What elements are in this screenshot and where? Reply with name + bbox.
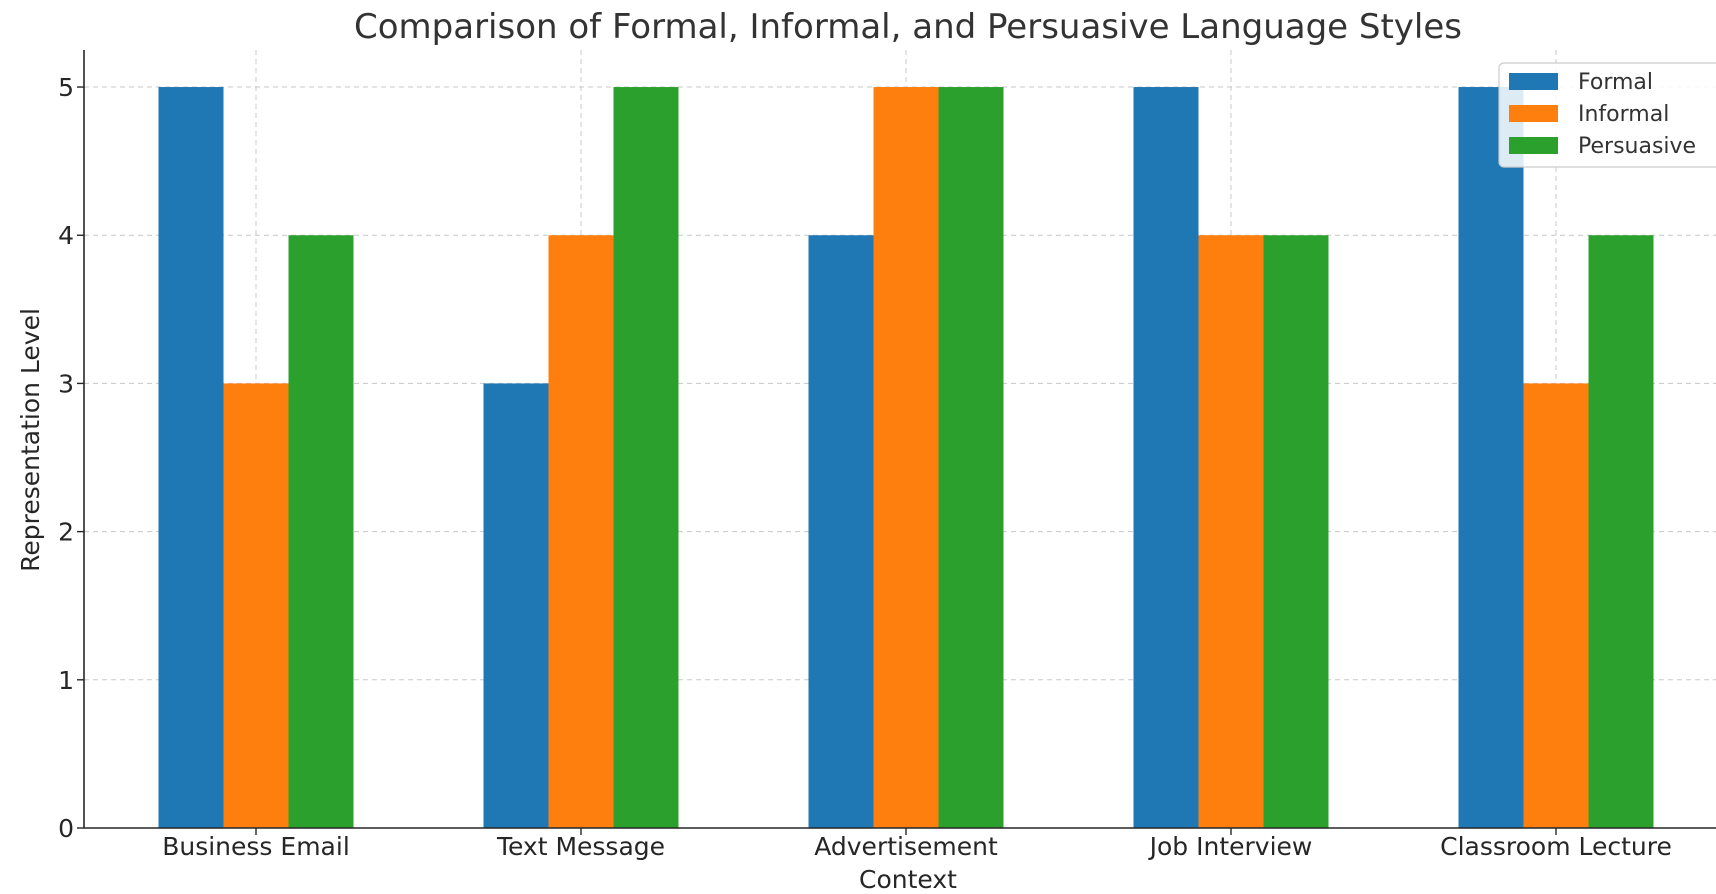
bar-informal-1 [548,235,614,828]
chart-title: Comparison of Formal, Informal, and Pers… [354,7,1462,47]
y-tick-label: 4 [58,221,74,250]
axes [83,50,1716,829]
bar-persuasive-3 [1263,235,1329,828]
y-tick-label: 0 [58,814,74,843]
y-tick-label: 1 [58,666,74,695]
bar-informal-4 [1523,383,1589,828]
bar-formal-2 [808,235,874,828]
bar-formal-0 [158,87,224,829]
y-axis-label: Representation Level [16,308,45,572]
y-tick-label: 5 [58,73,74,102]
legend-label-persuasive: Persuasive [1578,134,1696,159]
bar-formal-4 [1458,87,1524,829]
legend: Formal Informal Persuasive [1498,62,1716,168]
x-tick-label: Business Email [162,832,350,861]
bar-persuasive-0 [288,235,354,828]
x-tick-label: Classroom Lecture [1440,832,1672,861]
bar-informal-0 [223,383,289,828]
legend-swatch-formal [1509,73,1558,90]
x-tick-label: Text Message [496,832,665,861]
bar-informal-3 [1198,235,1264,828]
y-tick-label: 3 [58,369,74,398]
legend-label-informal: Informal [1578,102,1669,127]
x-tick-label: Advertisement [814,832,998,861]
bar-persuasive-2 [938,87,1004,829]
x-ticks: Business Email Text Message Advertisement J… [162,828,1672,861]
y-tick-label: 2 [58,518,74,547]
x-tick-label: Job Interview [1148,832,1313,861]
bar-persuasive-1 [613,87,679,829]
bar-formal-3 [1133,87,1199,829]
legend-swatch-informal [1509,105,1558,122]
bars [158,87,1654,829]
x-axis-label: Context [859,865,957,894]
bar-persuasive-4 [1588,235,1654,828]
legend-swatch-persuasive [1509,137,1558,154]
y-ticks: 0 1 2 3 4 5 [58,73,84,843]
bar-informal-2 [873,87,939,829]
legend-label-formal: Formal [1578,70,1653,95]
bar-formal-1 [483,383,549,828]
